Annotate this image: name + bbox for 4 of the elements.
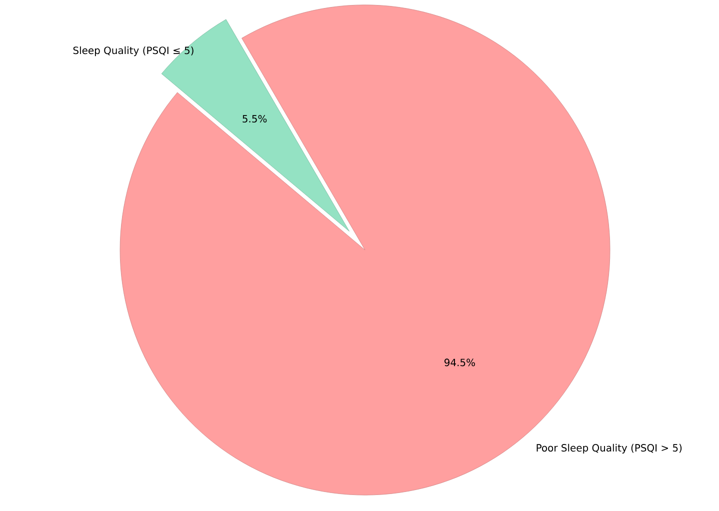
slice-label: Sleep Quality (PSQI ≤ 5) <box>73 46 194 56</box>
data-label: 5.5% <box>242 114 267 123</box>
slice-label: Poor Sleep Quality (PSQI > 5) <box>536 444 682 454</box>
data-label: 94.5% <box>444 358 475 366</box>
